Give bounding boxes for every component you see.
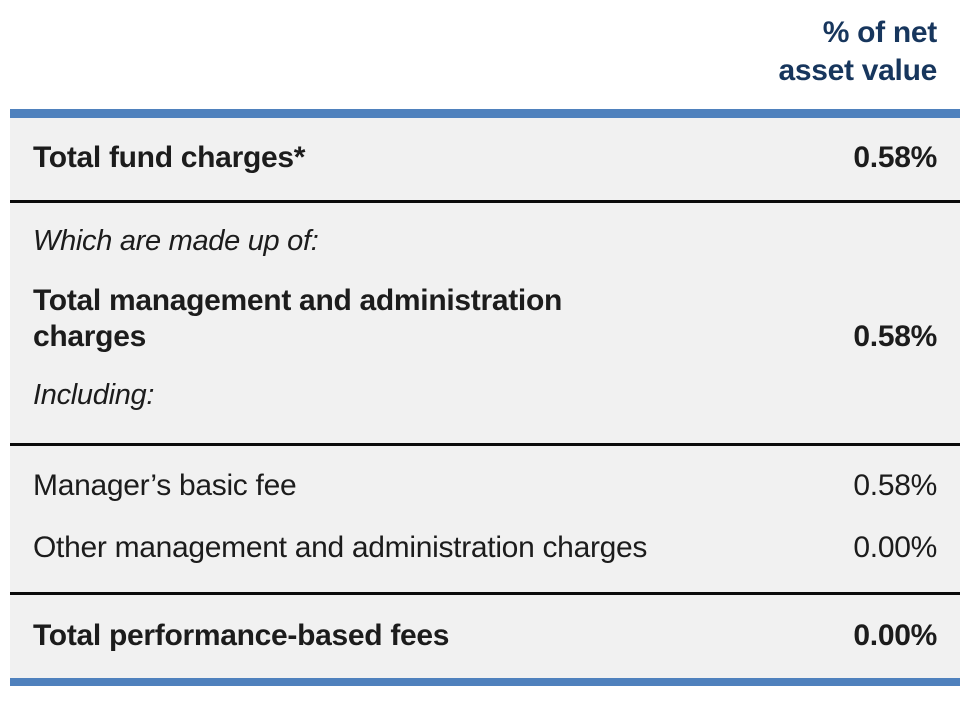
row-value: 0.58%: [853, 320, 937, 353]
row-label: Manager’s basic fee: [33, 469, 297, 502]
row-label: Other management and administration char…: [33, 531, 648, 564]
row-total-management-admin: Total management and administration char…: [33, 283, 937, 355]
row-label: Total performance-based fees: [33, 619, 450, 652]
row-other-management-admin: Other management and administration char…: [33, 530, 937, 566]
row-total-fund-charges: Total fund charges* 0.58%: [33, 140, 937, 176]
note-including: Including:: [33, 379, 155, 411]
section-breakdown: Which are made up of: Total management a…: [10, 203, 960, 443]
section-performance-fees: Total performance-based fees 0.00%: [10, 595, 960, 678]
fund-charges-table: % of net asset value Total fund charges*…: [10, 0, 960, 686]
row-managers-basic-fee: Manager’s basic fee 0.58%: [33, 468, 937, 504]
value-column-header-line1: % of net: [822, 16, 938, 49]
value-column-header: % of net asset value: [10, 0, 960, 90]
section-divider: [10, 443, 960, 446]
row-value: 0.00%: [853, 619, 937, 652]
row-total-performance-fees: Total performance-based fees 0.00%: [33, 618, 937, 654]
value-column-header-line2: asset value: [778, 54, 938, 87]
row-label: Total management and administration char…: [33, 284, 563, 353]
row-value: 0.00%: [853, 531, 937, 564]
top-accent-bar: [10, 109, 960, 118]
section-divider: [10, 592, 960, 595]
section-total-fund-charges: Total fund charges* 0.58%: [10, 118, 960, 200]
note-which-are-made-up-of: Which are made up of:: [33, 225, 319, 257]
table-body: Total fund charges* 0.58% Which are made…: [10, 118, 960, 678]
section-divider: [10, 200, 960, 203]
row-label: Total fund charges*: [33, 141, 306, 174]
row-value: 0.58%: [853, 141, 937, 174]
section-fee-details: Manager’s basic fee 0.58% Other manageme…: [10, 446, 960, 592]
bottom-accent-bar: [10, 678, 960, 686]
row-value: 0.58%: [853, 469, 937, 502]
